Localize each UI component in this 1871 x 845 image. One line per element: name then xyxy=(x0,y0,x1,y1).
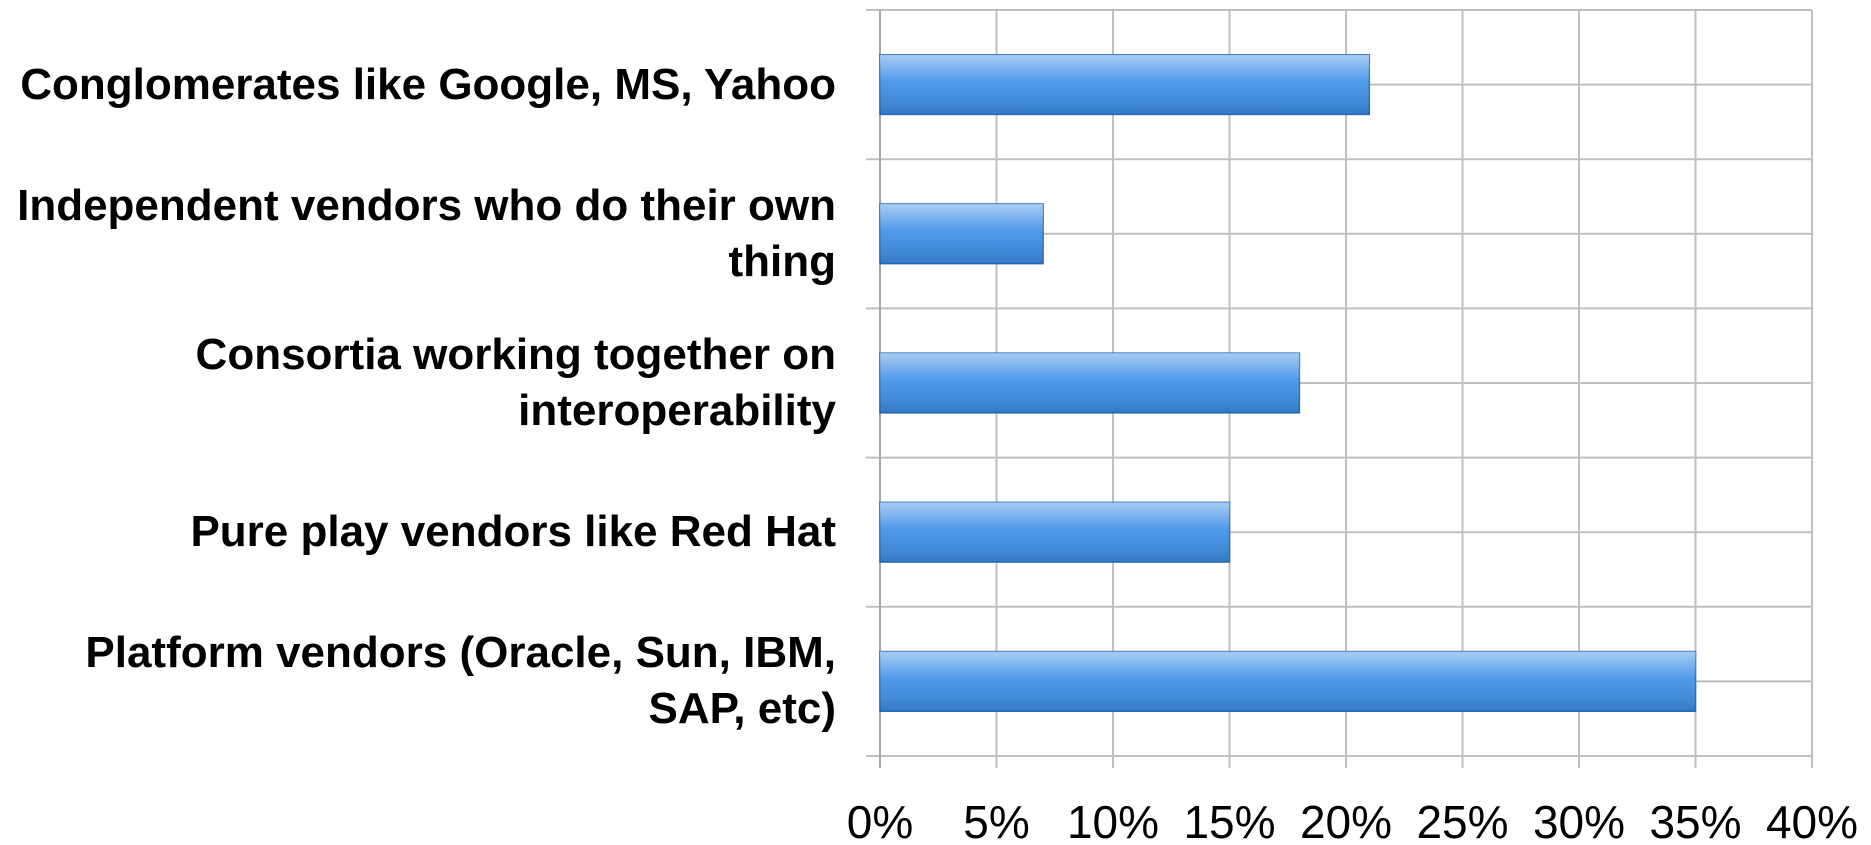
y-tick-label: Pure play vendors like Red Hat xyxy=(190,507,836,557)
x-tick-label: 35% xyxy=(1649,796,1741,845)
x-tick-label: 0% xyxy=(847,796,913,845)
y-tick-label: Consortia working together on interopera… xyxy=(195,330,836,435)
x-tick-label: 40% xyxy=(1766,796,1858,845)
bar-highlight xyxy=(880,502,1230,563)
x-tick-label: 10% xyxy=(1067,796,1159,845)
x-tick-label: 30% xyxy=(1533,796,1625,845)
bar-highlight xyxy=(880,651,1696,712)
x-tick-label: 20% xyxy=(1300,796,1392,845)
bar-highlight xyxy=(880,54,1370,115)
bar-highlight xyxy=(880,353,1300,413)
x-tick-label: 15% xyxy=(1183,796,1275,845)
y-tick-label: Independent vendors who do their own thi… xyxy=(17,180,836,286)
y-tick-label: Platform vendors (Oracle, Sun, IBM, SAP,… xyxy=(85,628,836,734)
x-tick-label: 25% xyxy=(1416,796,1508,845)
bar-highlight xyxy=(880,203,1044,264)
x-tick-label: 5% xyxy=(963,796,1029,845)
y-tick-label: Conglomerates like Google, MS, Yahoo xyxy=(20,59,836,109)
